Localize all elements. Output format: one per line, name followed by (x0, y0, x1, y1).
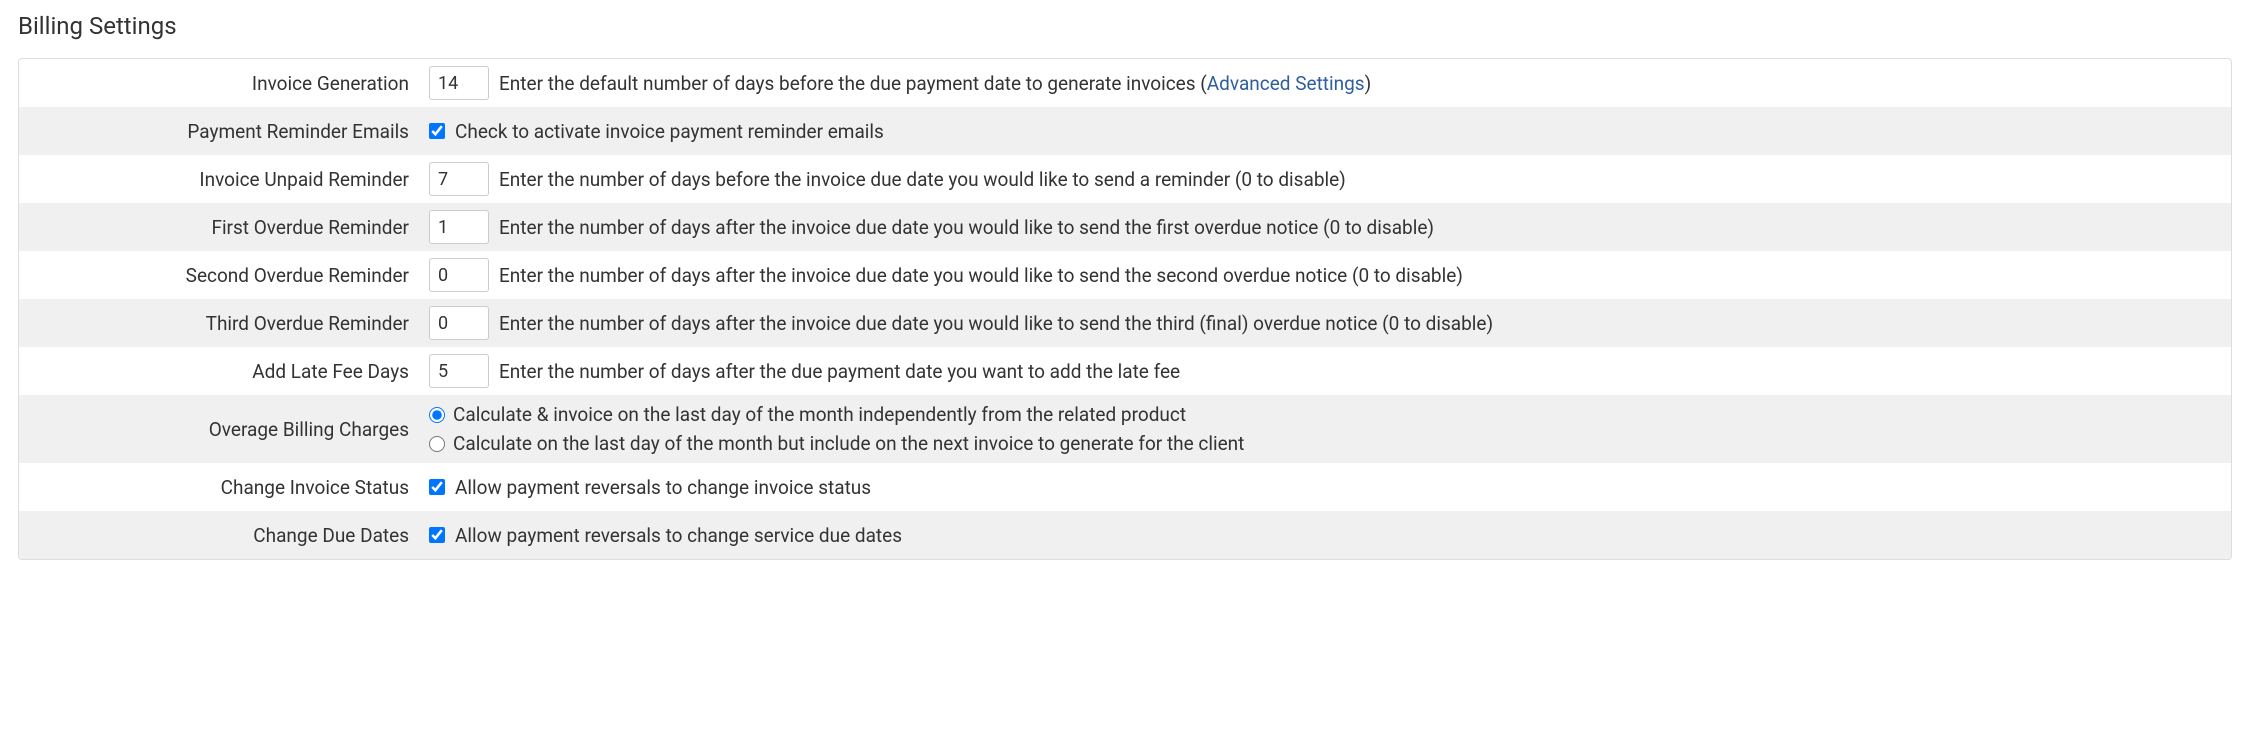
label-change-invoice-status: Change Invoice Status (19, 468, 419, 507)
row-invoice-unpaid-reminder: Invoice Unpaid Reminder Enter the number… (19, 155, 2231, 203)
row-change-invoice-status: Change Invoice Status Allow payment reve… (19, 463, 2231, 511)
checkbox-payment-reminder-emails[interactable] (429, 123, 445, 139)
overage-option-2[interactable]: Calculate on the last day of the month b… (429, 432, 1244, 455)
row-third-overdue-reminder: Third Overdue Reminder Enter the number … (19, 299, 2231, 347)
input-third-overdue-reminder[interactable] (429, 306, 489, 340)
radio-overage-1[interactable] (429, 407, 445, 423)
label-payment-reminder-emails: Payment Reminder Emails (19, 112, 419, 151)
label-second-overdue-reminder: Second Overdue Reminder (19, 256, 419, 295)
desc-change-invoice-status: Allow payment reversals to change invoic… (455, 476, 871, 499)
checkbox-change-invoice-status[interactable] (429, 479, 445, 495)
input-invoice-generation[interactable] (429, 66, 489, 100)
label-third-overdue-reminder: Third Overdue Reminder (19, 304, 419, 343)
page-title: Billing Settings (18, 12, 2232, 40)
input-invoice-unpaid-reminder[interactable] (429, 162, 489, 196)
row-change-due-dates: Change Due Dates Allow payment reversals… (19, 511, 2231, 559)
label-change-due-dates: Change Due Dates (19, 516, 419, 555)
label-invoice-unpaid-reminder: Invoice Unpaid Reminder (19, 160, 419, 199)
label-add-late-fee-days: Add Late Fee Days (19, 352, 419, 391)
desc-change-due-dates: Allow payment reversals to change servic… (455, 524, 902, 547)
input-second-overdue-reminder[interactable] (429, 258, 489, 292)
desc-third-overdue-reminder: Enter the number of days after the invoi… (499, 312, 1493, 335)
input-first-overdue-reminder[interactable] (429, 210, 489, 244)
checkbox-change-due-dates[interactable] (429, 527, 445, 543)
row-first-overdue-reminder: First Overdue Reminder Enter the number … (19, 203, 2231, 251)
desc-add-late-fee-days: Enter the number of days after the due p… (499, 360, 1180, 383)
row-overage-billing-charges: Overage Billing Charges Calculate & invo… (19, 395, 2231, 463)
radio-overage-2[interactable] (429, 436, 445, 452)
overage-option-1[interactable]: Calculate & invoice on the last day of t… (429, 403, 1186, 426)
desc-overage-1: Calculate & invoice on the last day of t… (453, 403, 1186, 426)
row-payment-reminder-emails: Payment Reminder Emails Check to activat… (19, 107, 2231, 155)
input-add-late-fee-days[interactable] (429, 354, 489, 388)
desc-first-overdue-reminder: Enter the number of days after the invoi… (499, 216, 1434, 239)
desc-invoice-unpaid-reminder: Enter the number of days before the invo… (499, 168, 1346, 191)
label-invoice-generation: Invoice Generation (19, 64, 419, 103)
row-add-late-fee-days: Add Late Fee Days Enter the number of da… (19, 347, 2231, 395)
row-second-overdue-reminder: Second Overdue Reminder Enter the number… (19, 251, 2231, 299)
settings-panel: Invoice Generation Enter the default num… (18, 58, 2232, 560)
desc-overage-2: Calculate on the last day of the month b… (453, 432, 1244, 455)
desc-payment-reminder-emails: Check to activate invoice payment remind… (455, 120, 884, 143)
desc-invoice-generation: Enter the default number of days before … (499, 72, 1371, 95)
advanced-settings-link[interactable]: Advanced Settings (1207, 72, 1365, 95)
label-overage-billing-charges: Overage Billing Charges (19, 410, 419, 449)
desc-second-overdue-reminder: Enter the number of days after the invoi… (499, 264, 1463, 287)
row-invoice-generation: Invoice Generation Enter the default num… (19, 59, 2231, 107)
label-first-overdue-reminder: First Overdue Reminder (19, 208, 419, 247)
